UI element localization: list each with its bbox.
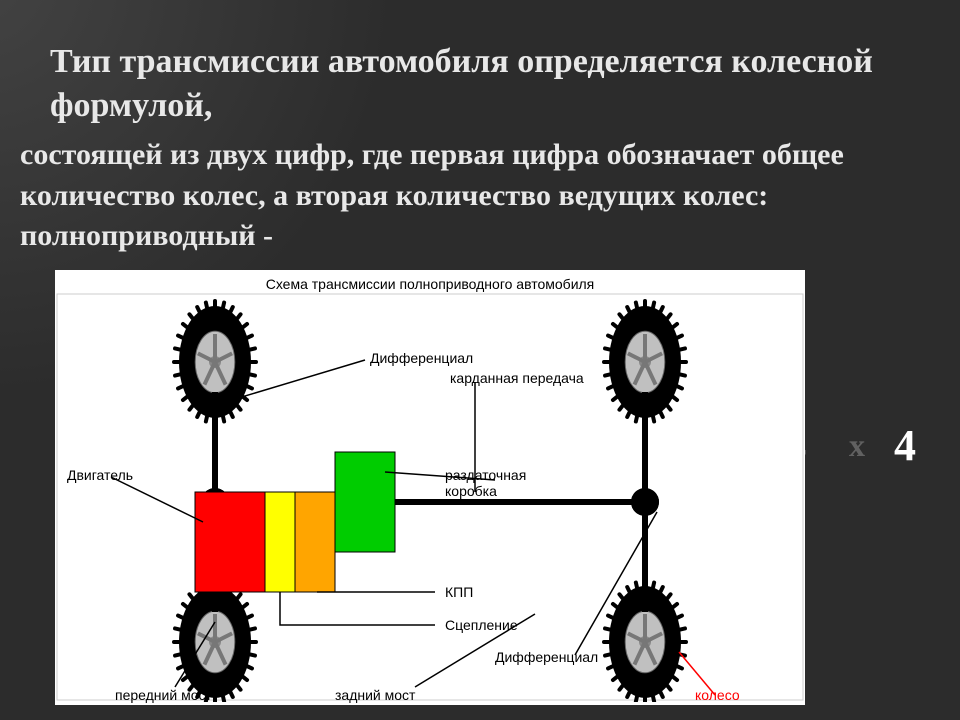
label-cardan: карданная передача [450,370,584,386]
slide-title: Тип трансмиссии автомобиля определяется … [50,40,910,128]
label-kpp: КПП [445,584,473,600]
label-diff-rear: Дифференциал [495,649,598,665]
label-rear-axle: задний мост [335,687,415,703]
formula-x: x [849,427,865,464]
formula-second: 4 [894,421,930,470]
slide-subtitle: состоящей из двух цифр, где первая цифра… [20,135,940,257]
label-front-axle: передний мост [115,687,212,703]
transmission-diagram: Схема трансмиссии полноприводного автомо… [55,270,805,705]
label-wheel: колесо [695,687,740,703]
label-differential: Дифференциал [370,350,473,366]
diagram-title: Схема трансмиссии полноприводного автомо… [55,276,805,292]
wheel-formula: 4 x 4 [784,420,930,471]
label-engine: Двигатель [67,467,133,483]
label-transfer: раздаточнаякоробка [445,467,526,499]
label-clutch: Сцепление [445,617,518,633]
